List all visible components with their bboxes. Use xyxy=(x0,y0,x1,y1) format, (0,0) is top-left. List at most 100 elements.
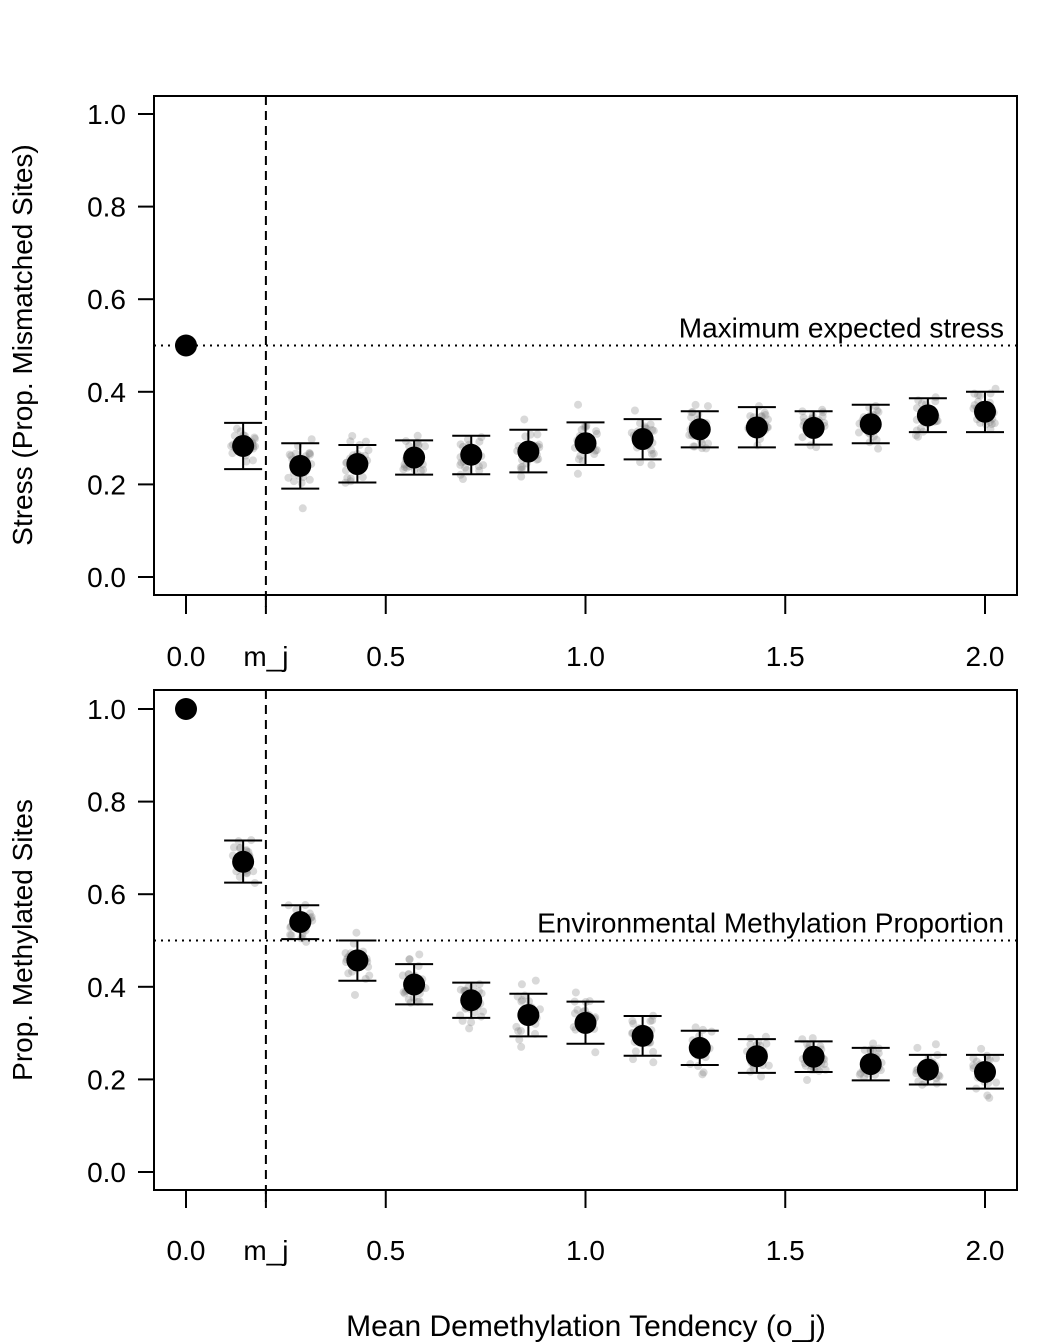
replicate-point xyxy=(475,466,484,475)
replicate-point xyxy=(808,1034,817,1043)
mean-point xyxy=(802,416,825,439)
replicate-point xyxy=(691,1023,700,1032)
reference-line-label: Environmental Methylation Proportion xyxy=(537,908,1004,939)
replicate-point xyxy=(516,463,525,472)
replicate-point xyxy=(977,1044,986,1053)
replicate-point xyxy=(477,433,486,442)
replicate-point xyxy=(580,422,589,431)
replicate-point xyxy=(413,431,422,440)
replicate-point xyxy=(592,429,601,438)
replicate-point xyxy=(699,1068,708,1077)
replicate-point xyxy=(346,474,355,483)
replicate-point xyxy=(250,434,259,443)
mean-point xyxy=(974,400,996,423)
replicate-point xyxy=(976,391,985,400)
replicate-point xyxy=(799,413,808,422)
replicate-point xyxy=(686,1060,695,1069)
replicate-point xyxy=(704,439,713,448)
replicate-point xyxy=(629,1019,638,1028)
mean-point xyxy=(346,453,369,476)
replicate-point xyxy=(630,406,639,415)
mean-point xyxy=(745,416,768,439)
y-tick-label: 0.8 xyxy=(87,192,126,223)
mean-point xyxy=(232,850,255,873)
replicate-point xyxy=(512,1022,521,1031)
replicate-point xyxy=(463,435,472,444)
replicate-point xyxy=(985,1093,994,1102)
replicate-point xyxy=(352,928,361,937)
mean-point xyxy=(175,334,197,357)
x-tick-label: 2.0 xyxy=(966,1235,1005,1266)
replicate-point xyxy=(517,472,526,481)
replicate-point xyxy=(649,1047,658,1056)
replicate-point xyxy=(358,473,367,482)
replicate-point xyxy=(687,413,696,422)
replicate-point xyxy=(573,1005,582,1014)
replicate-point xyxy=(647,460,656,469)
replicate-point xyxy=(415,950,424,959)
replicate-point xyxy=(349,939,358,948)
replicate-point xyxy=(629,1055,638,1064)
mean-point xyxy=(802,1045,825,1068)
replicate-point xyxy=(248,456,257,465)
x-tick-label: m_j xyxy=(243,641,288,672)
x-tick-label: 0.0 xyxy=(167,1235,206,1266)
replicate-point xyxy=(517,997,526,1006)
replicate-point xyxy=(916,424,925,433)
replicate-point xyxy=(232,424,241,433)
x-tick-label: 1.5 xyxy=(766,641,805,672)
replicate-point xyxy=(818,412,827,421)
replicate-point xyxy=(515,1035,524,1044)
mean-point xyxy=(574,1011,597,1034)
replicate-point xyxy=(764,1061,773,1070)
replicate-point xyxy=(592,427,601,436)
replicate-point xyxy=(703,402,712,411)
replicate-point xyxy=(992,1078,1001,1087)
replicate-point xyxy=(571,988,580,997)
y-tick-label: 0.0 xyxy=(87,562,126,593)
replicate-point xyxy=(361,437,370,446)
replicate-point xyxy=(415,997,424,1006)
replicate-point xyxy=(520,415,529,424)
reference-line-label: Maximum expected stress xyxy=(679,313,1004,344)
replicate-point xyxy=(647,450,656,459)
replicate-point xyxy=(698,1070,707,1079)
y-tick-label: 0.2 xyxy=(87,1064,126,1095)
x-tick-label: 1.0 xyxy=(566,1235,605,1266)
replicate-point xyxy=(235,844,244,853)
mean-point xyxy=(688,1036,711,1059)
replicate-point xyxy=(250,433,259,442)
replicate-point xyxy=(518,463,527,472)
replicate-point xyxy=(344,969,353,978)
x-tick-label: 0.5 xyxy=(366,1235,405,1266)
mean-point xyxy=(631,428,654,451)
replicate-point xyxy=(341,949,350,958)
replicate-point xyxy=(229,843,238,852)
replicate-point xyxy=(419,465,428,474)
mean-point xyxy=(517,1004,540,1027)
replicate-point xyxy=(364,446,373,455)
replicate-point xyxy=(350,990,359,999)
replicate-point xyxy=(346,437,355,446)
replicate-point xyxy=(798,433,807,442)
replicate-point xyxy=(456,440,465,449)
plot-frame xyxy=(153,95,1018,596)
x-tick-label: m_j xyxy=(243,1235,288,1266)
replicate-point xyxy=(405,955,414,964)
replicate-point xyxy=(285,450,294,459)
replicate-point xyxy=(458,1016,467,1025)
replicate-point xyxy=(647,446,656,455)
x-tick-label: 1.5 xyxy=(766,1235,805,1266)
replicate-point xyxy=(521,432,530,441)
mean-point xyxy=(289,910,312,933)
replicate-point xyxy=(518,996,527,1005)
replicate-point xyxy=(761,411,770,420)
replicate-point xyxy=(365,971,374,980)
y-tick-label: 0.8 xyxy=(87,787,126,818)
replicate-point xyxy=(235,872,244,881)
mean-point xyxy=(574,432,597,455)
replicate-point xyxy=(860,1073,869,1082)
y-tick-label: 0.4 xyxy=(87,972,126,1003)
replicate-point xyxy=(242,457,251,466)
